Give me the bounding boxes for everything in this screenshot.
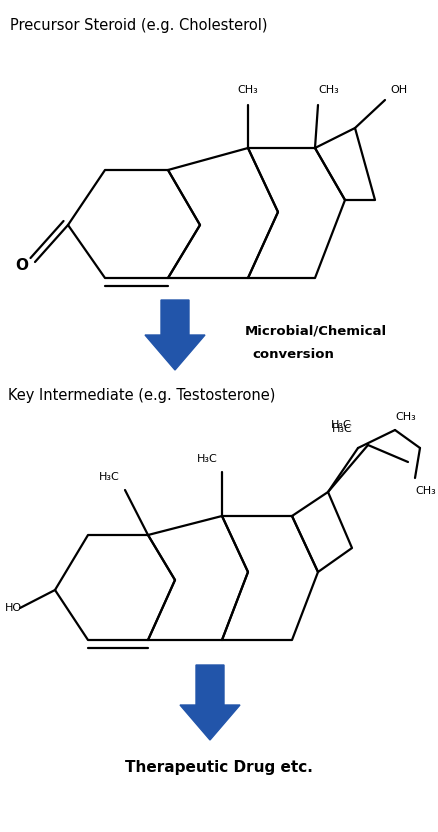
Text: Therapeutic Drug etc.: Therapeutic Drug etc.	[125, 760, 313, 775]
Text: conversion: conversion	[252, 348, 334, 361]
Polygon shape	[180, 665, 240, 740]
Text: O: O	[15, 257, 28, 273]
Text: HO: HO	[5, 603, 22, 613]
Text: CH₃: CH₃	[415, 486, 436, 496]
Text: Key Intermediate (e.g. Testosterone): Key Intermediate (e.g. Testosterone)	[8, 388, 276, 403]
Text: OH: OH	[390, 85, 407, 95]
Text: H₃C: H₃C	[197, 454, 218, 464]
Text: CH₃: CH₃	[395, 412, 416, 422]
Text: H₃C: H₃C	[332, 424, 353, 434]
Text: Precursor Steroid (e.g. Cholesterol): Precursor Steroid (e.g. Cholesterol)	[10, 18, 268, 33]
Text: CH₃: CH₃	[318, 85, 339, 95]
Text: Microbial/Chemical: Microbial/Chemical	[245, 325, 387, 338]
Text: H₃C: H₃C	[99, 472, 120, 482]
Text: CH₃: CH₃	[238, 85, 258, 95]
Text: H₃C: H₃C	[331, 420, 352, 430]
Polygon shape	[145, 300, 205, 370]
